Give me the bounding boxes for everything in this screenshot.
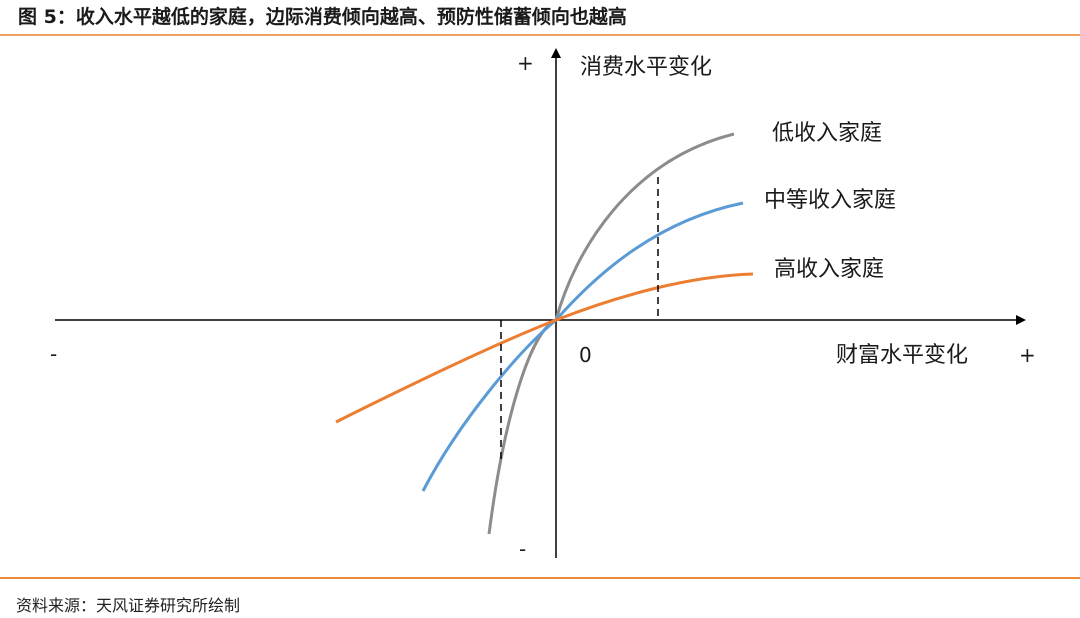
origin-label: 0 xyxy=(579,343,592,367)
x-minus-sign: - xyxy=(50,342,57,366)
y-plus-sign: + xyxy=(517,51,534,75)
source-note: 资料来源：天风证券研究所绘制 xyxy=(16,596,241,615)
figure-title: 图 5：收入水平越低的家庭，边际消费倾向越高、预防性储蓄倾向也越高 xyxy=(18,6,627,28)
curve-high-income xyxy=(335,272,754,424)
y-minus-sign: - xyxy=(519,537,526,561)
curve-label-high-income: 高收入家庭 xyxy=(774,257,884,282)
bottom-divider xyxy=(0,577,1080,579)
x-plus-sign: + xyxy=(1019,343,1036,367)
curve-label-low-income: 低收入家庭 xyxy=(772,121,882,146)
x-axis-label: 财富水平变化 xyxy=(836,343,968,368)
top-divider xyxy=(0,34,1080,36)
curve-label-middle-income: 中等收入家庭 xyxy=(764,188,896,213)
y-axis-label: 消费水平变化 xyxy=(580,55,712,80)
